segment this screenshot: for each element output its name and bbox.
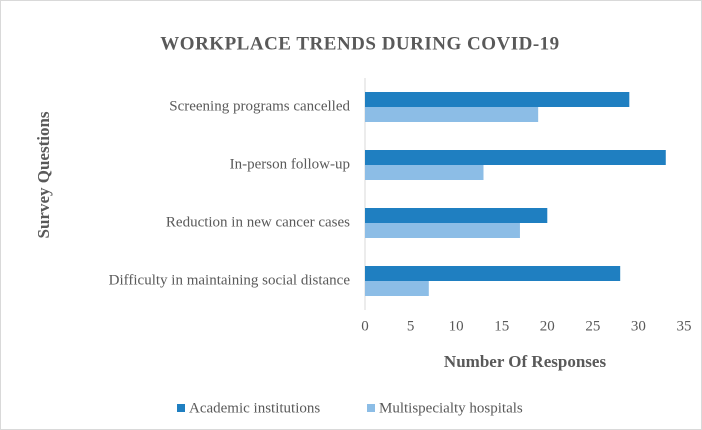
x-tick-label: 35 — [677, 318, 692, 334]
legend-label: Academic institutions — [189, 400, 320, 416]
legend-label: Multispecialty hospitals — [379, 400, 523, 416]
x-tick-label: 5 — [407, 318, 415, 334]
bar — [365, 150, 666, 165]
bar — [365, 223, 520, 238]
x-tick-label: 10 — [449, 318, 464, 334]
y-axis-title: Survey Questions — [34, 111, 53, 238]
y-tick-label: In-person follow-up — [230, 156, 350, 172]
y-tick-label: Screening programs cancelled — [169, 98, 350, 114]
x-tick-label: 20 — [540, 318, 555, 334]
y-tick-label: Reduction in new cancer cases — [166, 214, 350, 230]
x-tick-label: 25 — [585, 318, 600, 334]
x-tick-label: 30 — [631, 318, 646, 334]
bar — [365, 107, 539, 122]
x-tick-label: 15 — [494, 318, 509, 334]
bar — [365, 165, 484, 180]
legend-swatch — [367, 404, 375, 412]
bar — [365, 266, 621, 281]
bar — [365, 281, 429, 296]
legend-swatch — [177, 404, 185, 412]
x-tick-label: 0 — [361, 318, 369, 334]
bar — [365, 208, 548, 223]
bar — [365, 92, 630, 107]
y-tick-label: Difficulty in maintaining social distanc… — [109, 272, 351, 288]
x-axis-title: Number Of Responses — [444, 352, 607, 371]
chart-title: WORKPLACE TRENDS DURING COVID-19 — [160, 33, 559, 54]
